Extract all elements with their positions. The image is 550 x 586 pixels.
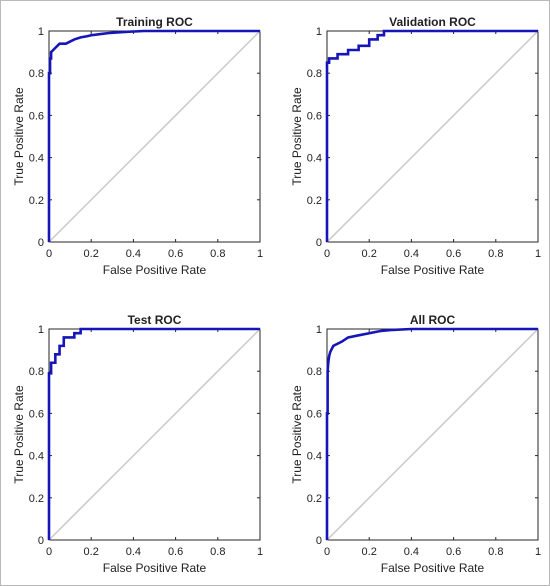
y-tick-label: 0.8	[307, 68, 322, 80]
y-tick-label: 0.6	[307, 110, 322, 122]
x-tick-label: 0.4	[404, 546, 419, 558]
y-tick-label: 1	[38, 26, 44, 38]
chart-title: Training ROC	[116, 15, 193, 29]
y-tick-label: 0.4	[29, 451, 44, 463]
x-axis-label: False Positive Rate	[381, 561, 485, 575]
x-tick-label: 0.4	[126, 546, 141, 558]
y-tick-label: 0.2	[307, 195, 322, 207]
x-tick-label: 0	[46, 248, 52, 260]
y-tick-label: 0	[316, 535, 322, 547]
roc-curve-line	[325, 327, 538, 540]
y-tick-label: 0.2	[307, 493, 322, 505]
diagonal-reference-line	[48, 30, 261, 243]
x-tick-label: 1	[535, 248, 541, 260]
x-tick-label: 0.6	[446, 546, 461, 558]
y-tick-label: 0	[38, 535, 44, 547]
y-tick-label: 0.8	[307, 366, 322, 378]
all-roc-panel: All ROC False Positive Rate True Positiv…	[290, 313, 541, 575]
y-tick-label: 0	[316, 237, 322, 249]
x-tick-label: 0.6	[168, 248, 183, 260]
test-roc-panel: Test ROC False Positive Rate True Positi…	[12, 313, 263, 575]
training-roc-panel: Training ROC False Positive Rate True Po…	[12, 15, 263, 277]
chart-title: All ROC	[410, 313, 456, 327]
x-tick-label: 1	[257, 546, 263, 558]
x-tick-label: 0.4	[126, 248, 141, 260]
x-axis-label: False Positive Rate	[103, 561, 207, 575]
diagonal-reference-line	[48, 328, 261, 541]
x-tick-label: 0.2	[362, 248, 377, 260]
x-tick-label: 0.8	[488, 248, 503, 260]
x-tick-label: 0.8	[488, 546, 503, 558]
y-axis-label: True Positive Rate	[290, 385, 304, 484]
x-tick-label: 0.2	[84, 546, 99, 558]
x-tick-label: 1	[535, 546, 541, 558]
x-tick-label: 0.8	[210, 248, 225, 260]
y-tick-label: 0.8	[29, 366, 44, 378]
y-axis-label: True Positive Rate	[12, 385, 26, 484]
y-tick-label: 0.8	[29, 68, 44, 80]
roc-curve-line	[47, 29, 260, 242]
y-tick-label: 0.6	[307, 408, 322, 420]
y-tick-label: 1	[38, 324, 44, 336]
chart-title: Test ROC	[128, 313, 182, 327]
y-tick-label: 1	[316, 324, 322, 336]
x-tick-label: 0.2	[362, 546, 377, 558]
y-tick-label: 0.4	[307, 451, 322, 463]
y-tick-label: 0	[38, 237, 44, 249]
validation-roc-panel: Validation ROC False Positive Rate True …	[290, 15, 541, 277]
y-tick-label: 0.6	[29, 408, 44, 420]
y-tick-label: 0.4	[307, 153, 322, 165]
y-tick-label: 0.4	[29, 153, 44, 165]
y-tick-label: 1	[316, 26, 322, 38]
roc-curve-line	[325, 29, 538, 242]
roc-curve-line	[47, 327, 260, 540]
y-axis-label: True Positive Rate	[12, 87, 26, 186]
y-tick-label: 0.2	[29, 493, 44, 505]
x-tick-label: 0.4	[404, 248, 419, 260]
diagonal-reference-line	[326, 328, 539, 541]
x-axis-label: False Positive Rate	[103, 263, 207, 277]
x-tick-label: 0	[46, 546, 52, 558]
y-tick-label: 0.6	[29, 110, 44, 122]
diagonal-reference-line	[326, 30, 539, 243]
x-tick-label: 0.8	[210, 546, 225, 558]
x-tick-label: 0.6	[168, 546, 183, 558]
x-tick-label: 0	[324, 248, 330, 260]
x-tick-label: 0.2	[84, 248, 99, 260]
x-axis-label: False Positive Rate	[381, 263, 485, 277]
y-axis-label: True Positive Rate	[290, 87, 304, 186]
x-tick-label: 0.6	[446, 248, 461, 260]
x-tick-label: 1	[257, 248, 263, 260]
chart-title: Validation ROC	[389, 15, 476, 29]
y-tick-label: 0.2	[29, 195, 44, 207]
x-tick-label: 0	[324, 546, 330, 558]
